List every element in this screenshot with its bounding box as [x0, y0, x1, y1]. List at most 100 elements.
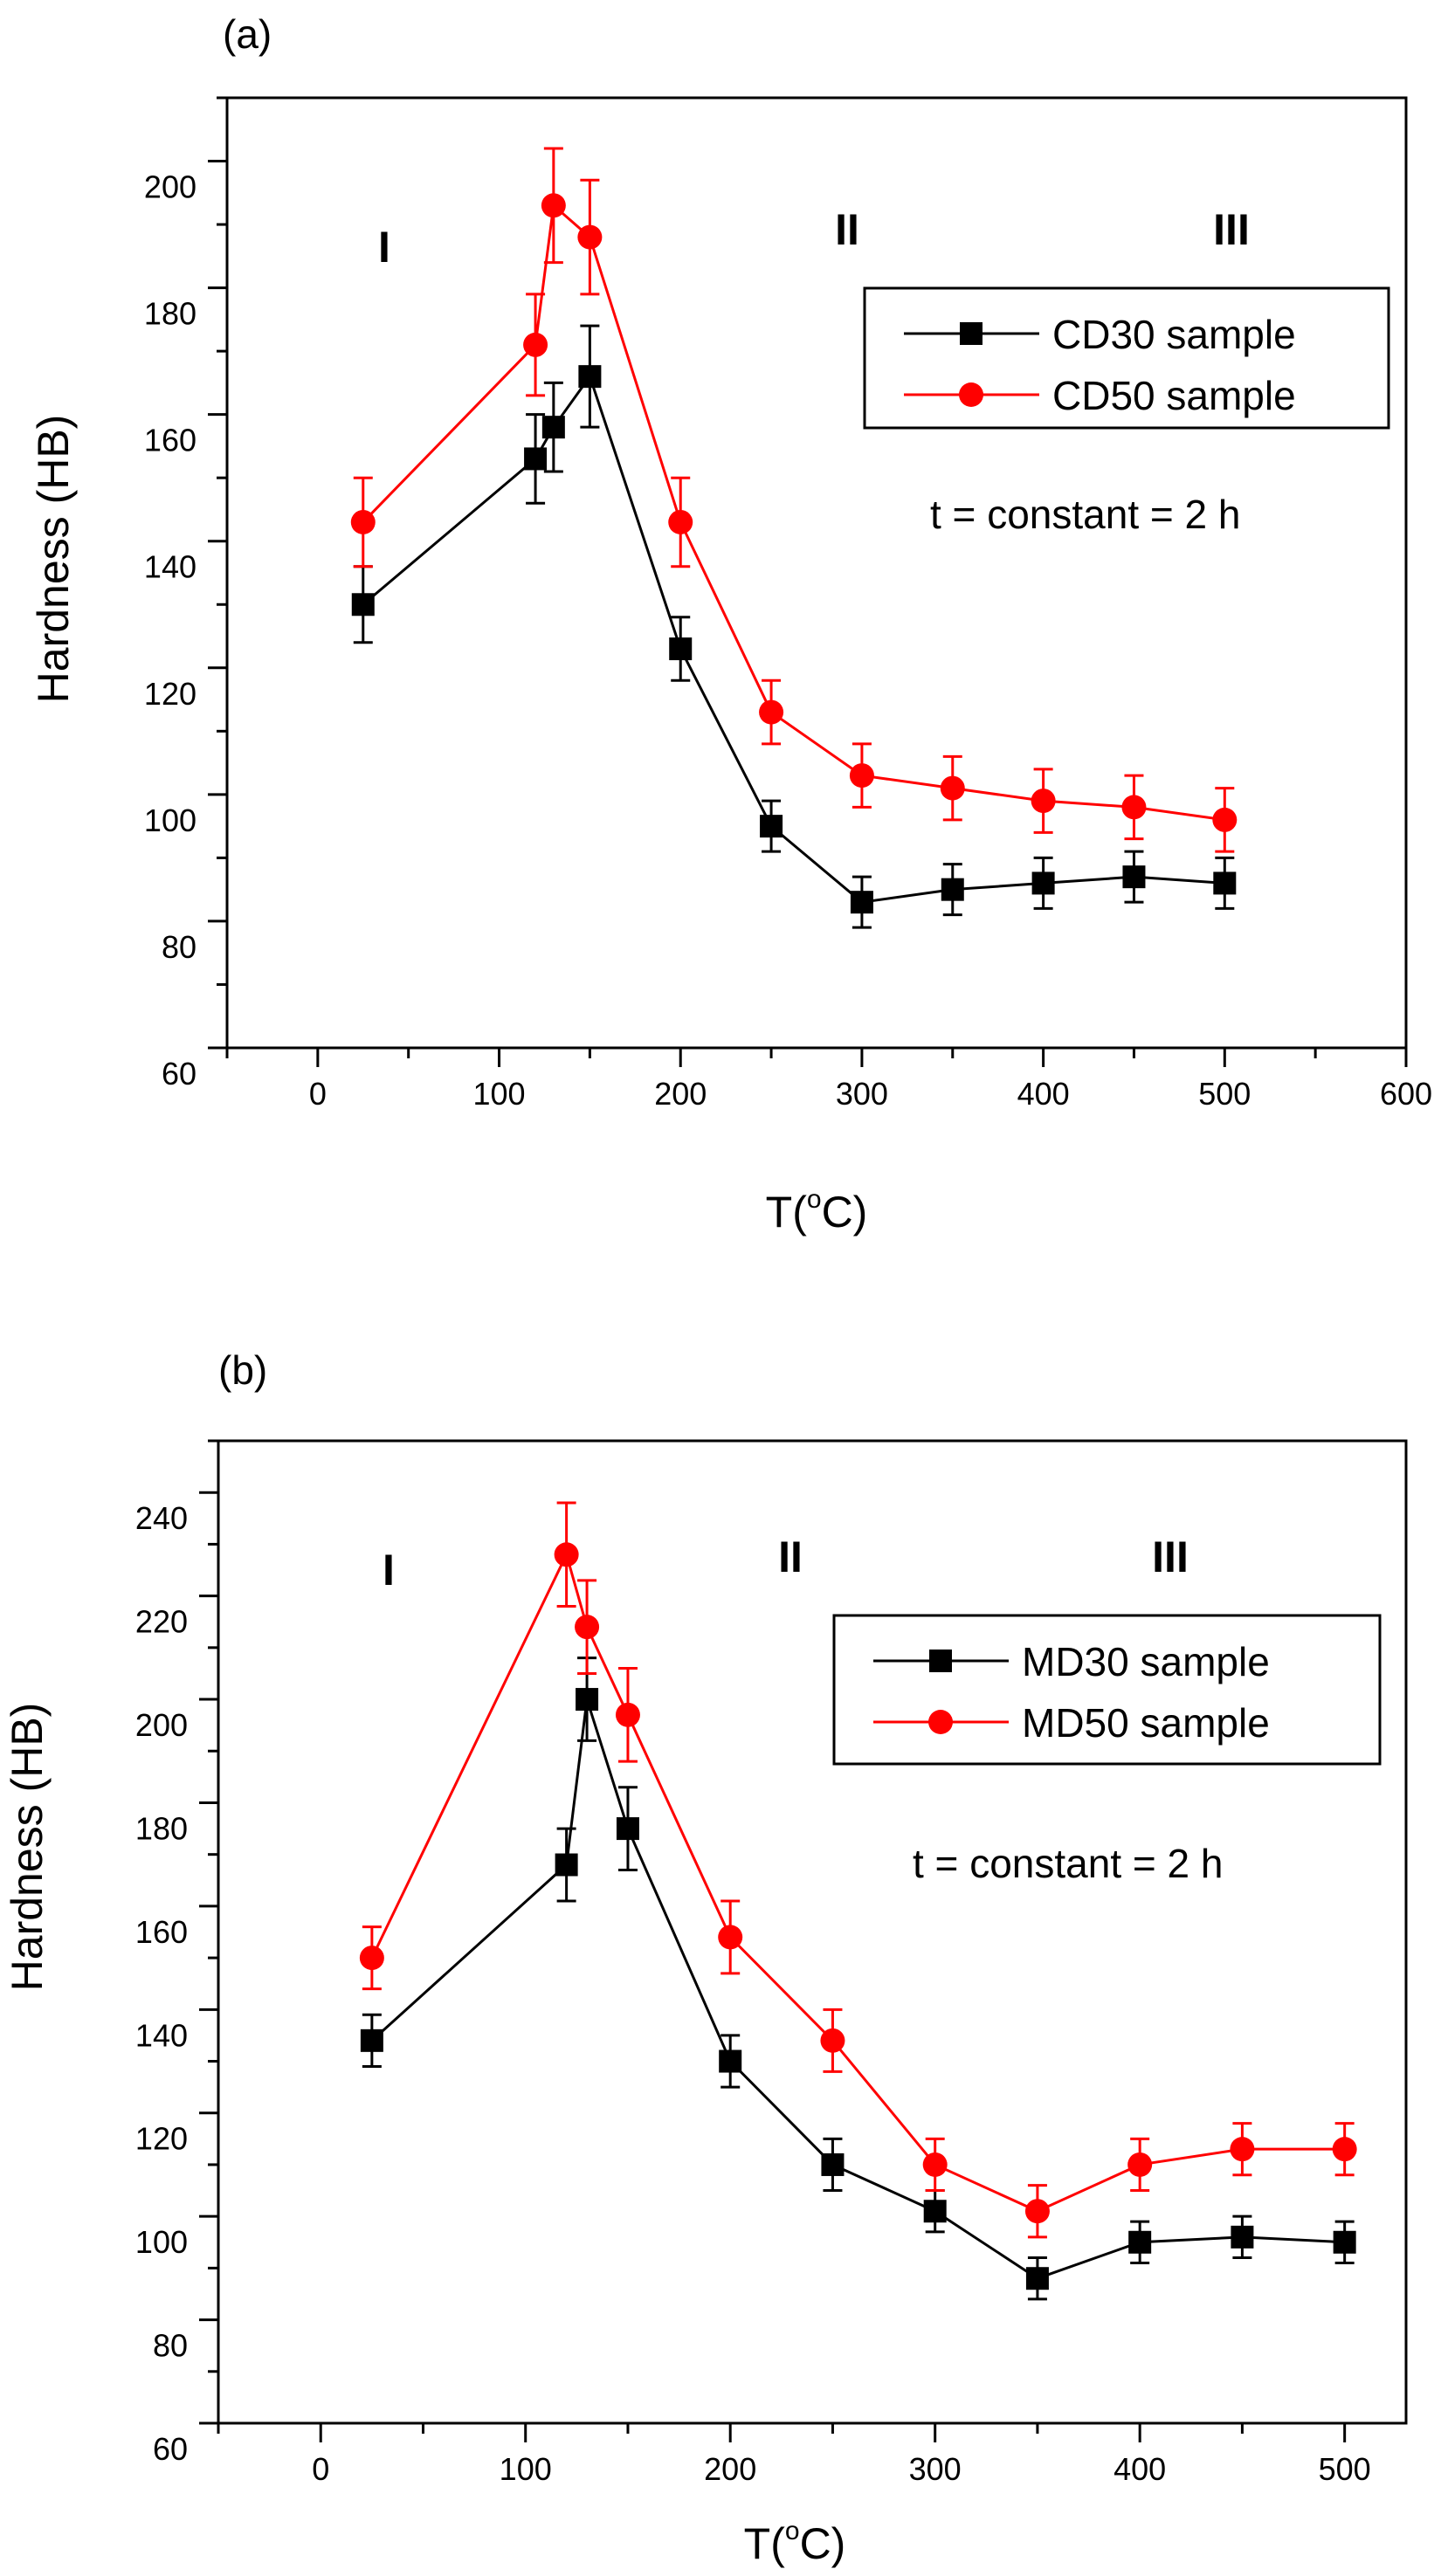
data-point — [941, 878, 964, 901]
data-point — [820, 2028, 845, 2053]
legend-box — [863, 286, 1390, 430]
x-tick-label: 600 — [1380, 1076, 1432, 1112]
data-point — [668, 509, 693, 534]
x-axis-label-tail: C) — [822, 1188, 868, 1236]
data-point — [576, 1688, 599, 1712]
x-axis-label-base: T( — [744, 2519, 786, 2568]
region-label: I — [378, 223, 390, 272]
y-tick-label: 160 — [135, 1914, 188, 1950]
y-axis-label: Hardness (HB) — [3, 1703, 52, 1992]
data-point — [1212, 807, 1238, 832]
y-tick-label: 60 — [153, 2431, 188, 2467]
data-point — [1230, 2137, 1255, 2162]
x-axis-label-tail: C) — [800, 2519, 846, 2568]
y-tick-label: 220 — [135, 1604, 188, 1640]
legend-label: CD30 sample — [1052, 312, 1296, 357]
y-tick-label: 100 — [135, 2224, 188, 2260]
series-line — [370, 1698, 1345, 2280]
data-point — [615, 1702, 640, 1727]
data-point — [849, 763, 874, 789]
x-tick-label: 200 — [704, 2451, 756, 2487]
panel-label: (a) — [223, 11, 272, 57]
x-tick-label: 500 — [1319, 2451, 1371, 2487]
data-point — [850, 891, 873, 914]
x-tick-label: 300 — [836, 1076, 888, 1112]
chart-b: (b) 0 100 200 300 400 500 60 80 100 120 140 160 180 20… — [3, 1347, 1408, 2568]
data-point — [923, 2200, 947, 2223]
data-point — [718, 1925, 743, 1950]
x-tick-label: 300 — [909, 2451, 962, 2487]
data-point — [359, 1946, 384, 1971]
data-point — [1121, 795, 1147, 820]
plot-frame — [217, 1439, 1408, 2425]
data-point — [555, 1853, 578, 1877]
data-point — [554, 1542, 579, 1567]
data-point — [1128, 2230, 1152, 2254]
region-label: III — [1213, 205, 1250, 254]
x-axis-label-degree: o — [807, 1185, 822, 1214]
x-tick-label: 400 — [1114, 2451, 1166, 2487]
data-point — [616, 1817, 639, 1841]
data-point — [524, 447, 548, 471]
y-tick-label: 140 — [135, 2017, 188, 2053]
x-axis-label: T(oC) — [744, 2517, 846, 2568]
data-point — [1231, 2225, 1254, 2249]
x-tick-label: 100 — [500, 2451, 552, 2487]
region-label: III — [1152, 1533, 1189, 1581]
y-tick-label: 60 — [162, 1056, 196, 1092]
data-point — [350, 509, 376, 534]
data-point — [541, 193, 566, 218]
y-tick-label: 80 — [162, 929, 196, 965]
y-tick-label: 180 — [135, 1810, 188, 1846]
data-point — [759, 699, 784, 725]
legend-label: CD50 sample — [1052, 373, 1296, 418]
data-point — [1127, 2152, 1153, 2177]
legend-swatch-marker — [928, 1710, 953, 1734]
data-point — [577, 224, 603, 250]
annotation-text: t = constant = 2 h — [930, 492, 1240, 537]
data-point — [1213, 871, 1237, 895]
panel-label: (b) — [218, 1347, 267, 1393]
legend-swatch-marker — [959, 382, 983, 407]
y-tick-label: 200 — [135, 1707, 188, 1743]
y-axis-label: Hardness (HB) — [29, 415, 78, 704]
y-tick-label: 100 — [144, 802, 196, 838]
data-point — [1333, 2230, 1356, 2254]
data-point — [821, 2152, 845, 2176]
x-tick-label: 0 — [312, 2451, 329, 2487]
chart-panel-a: (a) 0 100 200 300 400 500 600 60 80 100 120 140 160 18… — [29, 11, 1432, 1236]
data-point — [1025, 2267, 1049, 2290]
data-point — [1031, 871, 1055, 895]
y-tick-label: 120 — [144, 676, 196, 712]
legend-swatch-marker — [960, 322, 982, 345]
data-point — [719, 2049, 742, 2073]
y-tick-label: 140 — [144, 549, 196, 585]
data-point — [922, 2152, 948, 2177]
legend-label: MD50 sample — [1022, 1700, 1270, 1746]
data-point — [541, 416, 565, 439]
data-point — [523, 332, 548, 357]
chart-panel-b: (b) 0 100 200 300 400 500 60 80 100 120 140 160 180 20… — [0, 1288, 1441, 2576]
data-point — [669, 637, 693, 661]
legend-label: MD30 sample — [1022, 1639, 1270, 1684]
data-point — [1122, 865, 1146, 889]
y-tick-label: 80 — [153, 2328, 188, 2364]
data-point — [351, 593, 375, 616]
data-point — [1031, 789, 1056, 814]
y-tick-label: 180 — [144, 296, 196, 332]
y-tick-label: 200 — [144, 169, 196, 205]
data-point — [1332, 2137, 1357, 2162]
data-point — [1024, 2199, 1050, 2224]
region-label: II — [835, 205, 859, 254]
data-point — [760, 815, 783, 838]
plot-frame — [225, 96, 1408, 1050]
x-axis-label-degree: o — [785, 2517, 800, 2545]
legend-swatch-marker — [929, 1650, 952, 1672]
x-tick-label: 100 — [472, 1076, 525, 1112]
legend-box — [832, 1614, 1382, 1766]
x-tick-label: 0 — [309, 1076, 327, 1112]
x-tick-label: 200 — [654, 1076, 707, 1112]
region-label: II — [778, 1533, 803, 1581]
series-line — [362, 373, 1225, 904]
data-point — [940, 775, 965, 801]
